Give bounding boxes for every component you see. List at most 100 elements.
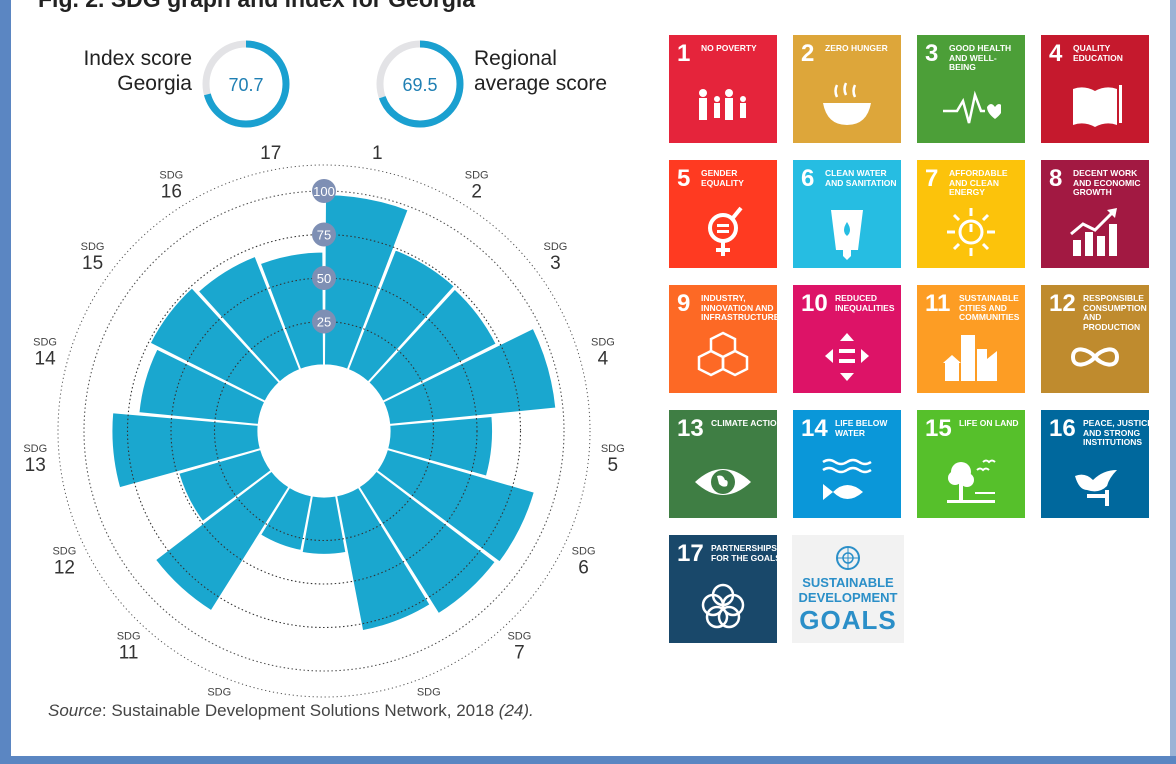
regional-score-label-line1: Regional <box>474 47 557 70</box>
sdg-tile-label: Climate action <box>711 418 777 428</box>
right-border <box>1170 0 1176 764</box>
sdg-tile-15: 15 Life on land <box>917 410 1025 518</box>
category-label-num: 7 <box>514 642 525 663</box>
ring-badge-75: 75 <box>312 222 336 247</box>
bowl-icon <box>823 82 871 125</box>
infinity-icon <box>1070 347 1120 367</box>
category-label-num: 17 <box>260 143 281 164</box>
sdg-tile-label: Decent work and economic growth <box>1073 168 1141 197</box>
inner-hole <box>258 365 390 497</box>
sdg-tile-label: Responsible consumption and production <box>1083 293 1147 332</box>
sdg-tile-number: 10 <box>801 290 828 317</box>
sdg-tile-number: 14 <box>801 415 828 442</box>
left-border <box>0 0 11 764</box>
category-label-num: 4 <box>598 349 609 370</box>
eye-globe-icon <box>695 469 751 495</box>
category-label-num: 3 <box>550 253 561 274</box>
sdg-tile-label: Industry, innovation and infrastructure <box>701 293 777 322</box>
bottom-border <box>0 756 1176 764</box>
regional-score-label-line2: average score <box>474 72 608 95</box>
category-label-top: SDG <box>572 545 596 557</box>
category-label-top: SDG <box>465 169 489 181</box>
category-label-top: SDG <box>259 140 283 143</box>
sdg-tile-label: Partnerships for the goals <box>711 543 777 563</box>
sdg-tile-label: Good health and well-being <box>949 43 1012 72</box>
sdg-tile-number: 4 <box>1049 40 1063 67</box>
category-label-num: 6 <box>578 557 589 578</box>
category-label-top: SDG <box>23 443 47 455</box>
sdg-tile-number: 1 <box>677 40 691 67</box>
category-label-num: 11 <box>119 642 139 663</box>
sdg-tile-label: Affordable and clean energy <box>949 168 1008 197</box>
sdg-tile-label: Sustainable cities and communities <box>959 293 1020 322</box>
sdg-tile-label: Life below water <box>835 418 888 438</box>
category-label-num: 16 <box>161 181 182 202</box>
sdg-tile-number: 6 <box>801 165 815 192</box>
source-prefix: Source <box>48 701 102 720</box>
people-icon <box>699 89 746 120</box>
sdg-tile-label: Life on land <box>959 418 1019 428</box>
category-label-num: 12 <box>54 557 75 578</box>
rings-icon <box>701 583 745 629</box>
category-label-sdg-17: SDG17 <box>259 140 283 164</box>
sdg-tile-7: 7 Affordable and clean energy <box>917 160 1025 268</box>
source-ref: (24). <box>498 701 534 720</box>
sdg-tile-11: 11 Sustainable cities and communities <box>917 285 1025 393</box>
sdg-tile-10: 10 Reduced inequalities <box>793 285 901 393</box>
sdg-tile-number: 2 <box>801 40 815 67</box>
regional-score-label: Regional average score <box>474 46 607 96</box>
sdg-tile-label: Clean water and sanitation <box>825 168 897 188</box>
sdg-tile-3: 3 Good health and well-being <box>917 35 1025 143</box>
ring-100 <box>83 190 565 672</box>
ring-label-75: 75 <box>317 228 331 243</box>
water-glass-icon <box>831 210 863 260</box>
outer-ring <box>57 164 591 698</box>
category-label-num: 2 <box>471 181 482 202</box>
sdg-tile-number: 9 <box>677 290 691 317</box>
figure-title: Fig. 2. SDG graph and index for Georgia <box>38 0 475 13</box>
source-text: : Sustainable Development Solutions Netw… <box>101 701 499 720</box>
category-label-num: 10 <box>209 698 230 700</box>
category-label-num: 1 <box>372 143 383 164</box>
sdg-tile-number: 7 <box>925 165 939 192</box>
sdg-tile-number: 13 <box>677 415 704 442</box>
category-label-top: SDG <box>117 630 141 642</box>
ring-badge-25: 25 <box>312 309 336 334</box>
index-score-gauge: 70.7 <box>202 40 290 128</box>
category-label-top: SDG <box>601 443 625 455</box>
tree-icon <box>947 459 996 503</box>
ring-badge-50: 50 <box>312 266 336 290</box>
regional-score-arc <box>376 40 464 128</box>
regional-score-gauge: 69.5 <box>376 40 464 128</box>
sdg-tile-number: 12 <box>1049 290 1076 317</box>
ring-25 <box>213 320 435 542</box>
category-label-sdg-8: SDG8 <box>417 686 441 700</box>
cubes-icon <box>697 331 749 377</box>
category-label-top: SDG <box>159 169 183 181</box>
sdg-tile-5: 5 Gender equality <box>669 160 777 268</box>
source-note: Source: Sustainable Development Solution… <box>48 701 534 721</box>
category-label-top: SDG <box>52 545 76 557</box>
sdg-logo: SUSTAINABLE DEVELOPMENT GOALS <box>792 535 904 643</box>
sdg-tile-number: 3 <box>925 40 939 67</box>
heartbeat-icon <box>943 90 1001 124</box>
dove-icon <box>1075 470 1117 506</box>
index-score-label: Index score Georgia <box>74 46 192 96</box>
category-label-sdg-10: SDG10 <box>207 686 231 700</box>
fish-icon <box>822 458 872 500</box>
sdg-tile-label: Reduced inequalities <box>835 293 895 313</box>
ring-label-50: 50 <box>317 271 331 286</box>
sdg-tile-number: 17 <box>677 540 704 567</box>
city-icon <box>943 335 997 381</box>
